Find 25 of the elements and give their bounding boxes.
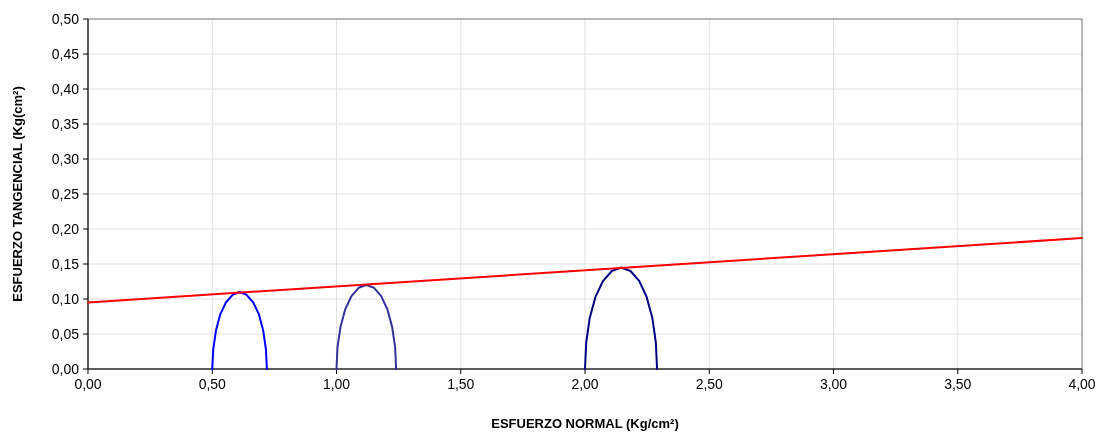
y-tick-label: 0,10 bbox=[51, 290, 80, 307]
y-tick-label: 0,50 bbox=[51, 10, 80, 27]
y-tick-label: 0,30 bbox=[51, 150, 80, 167]
y-tick-label: 0,45 bbox=[51, 45, 80, 62]
y-tick-label: 0,25 bbox=[51, 185, 80, 202]
y-axis-title: ESFUERZO TANGENCIAL (Kg(cm²) bbox=[10, 86, 25, 302]
y-tick-label: 0,40 bbox=[51, 80, 80, 97]
y-tick-label: 0,35 bbox=[51, 115, 80, 132]
x-tick-label: 0,00 bbox=[74, 376, 102, 392]
y-tick-label: 0,20 bbox=[51, 220, 80, 237]
x-tick-label: 1,00 bbox=[322, 376, 351, 392]
y-tick-label: 0,05 bbox=[51, 325, 80, 342]
line-series bbox=[335, 284, 398, 370]
x-tick-label: 2,50 bbox=[695, 376, 724, 392]
line-series bbox=[584, 266, 659, 370]
y-tick-label: 0,00 bbox=[51, 360, 80, 377]
line-series bbox=[211, 291, 268, 370]
x-tick-label: 3,00 bbox=[819, 376, 848, 392]
x-tick-label: 1,50 bbox=[447, 376, 475, 392]
x-tick-label: 0,50 bbox=[198, 376, 227, 392]
x-tick-label: 3,50 bbox=[944, 376, 972, 392]
y-tick-label: 0,15 bbox=[51, 255, 80, 272]
x-axis-title: ESFUERZO NORMAL (Kg/cm²) bbox=[491, 416, 679, 431]
x-tick-label: 2,00 bbox=[571, 376, 599, 392]
x-tick-label: 4,00 bbox=[1068, 376, 1096, 392]
